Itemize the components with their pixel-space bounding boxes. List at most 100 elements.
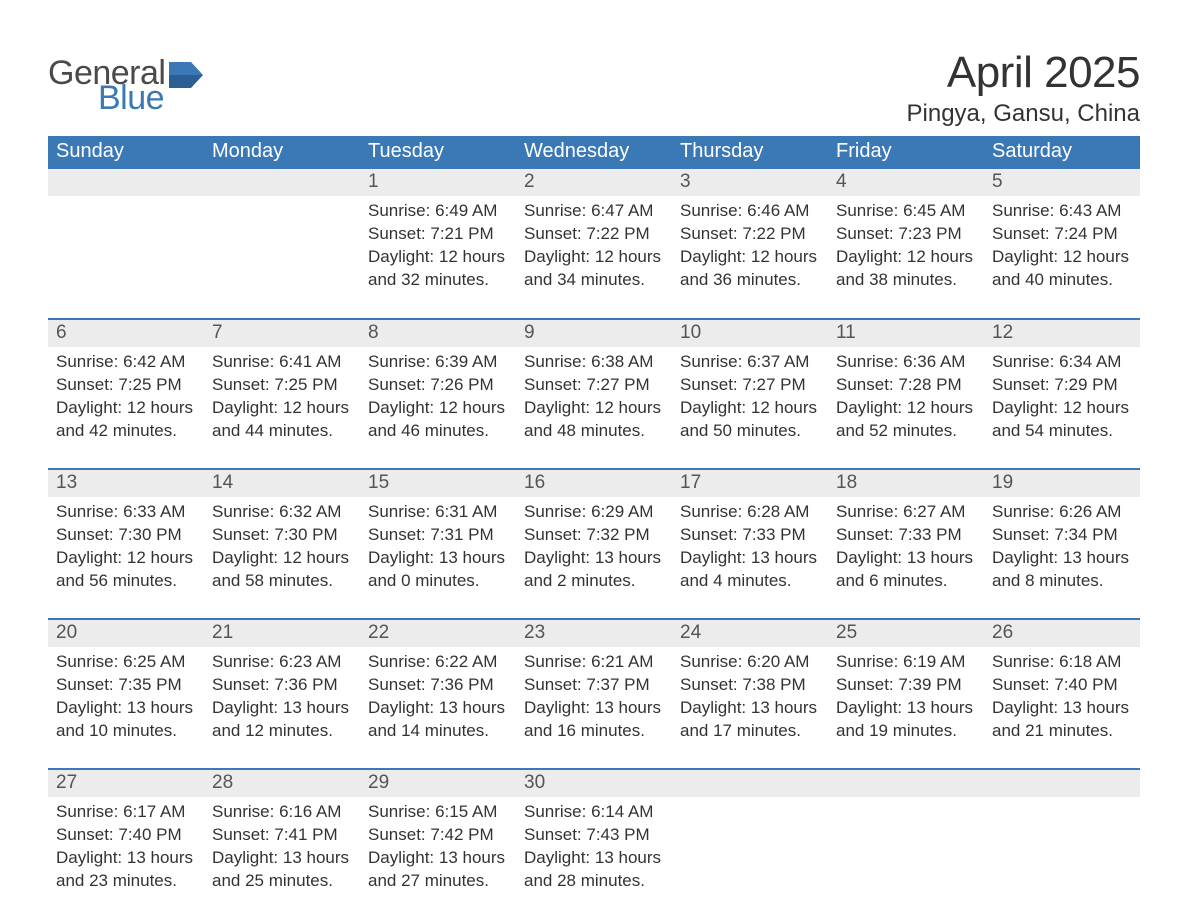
daylight-line-1: Daylight: 13 hours (368, 847, 508, 870)
sunset-line: Sunset: 7:33 PM (680, 524, 820, 547)
sunrise-line: Sunrise: 6:17 AM (56, 801, 196, 824)
daylight-line-2: and 12 minutes. (212, 720, 352, 743)
sunset-line: Sunset: 7:36 PM (368, 674, 508, 697)
daylight-line-1: Daylight: 12 hours (836, 246, 976, 269)
daylight-line-2: and 14 minutes. (368, 720, 508, 743)
calendar-body: 1Sunrise: 6:49 AMSunset: 7:21 PMDaylight… (48, 169, 1140, 919)
sunset-line: Sunset: 7:40 PM (992, 674, 1132, 697)
daylight-line-1: Daylight: 12 hours (368, 397, 508, 420)
calendar-day-cell: 9Sunrise: 6:38 AMSunset: 7:27 PMDaylight… (516, 319, 672, 469)
daylight-line-1: Daylight: 12 hours (992, 397, 1132, 420)
sunrise-line: Sunrise: 6:20 AM (680, 651, 820, 674)
daylight-line-2: and 4 minutes. (680, 570, 820, 593)
daylight-line-1: Daylight: 12 hours (680, 246, 820, 269)
sunset-line: Sunset: 7:38 PM (680, 674, 820, 697)
daylight-line-1: Daylight: 13 hours (368, 697, 508, 720)
sunrise-line: Sunrise: 6:47 AM (524, 200, 664, 223)
sunrise-line: Sunrise: 6:38 AM (524, 351, 664, 374)
sunrise-line: Sunrise: 6:28 AM (680, 501, 820, 524)
daylight-line-1: Daylight: 13 hours (524, 697, 664, 720)
day-number: 23 (516, 620, 672, 647)
calendar-day-cell: 24Sunrise: 6:20 AMSunset: 7:38 PMDayligh… (672, 619, 828, 769)
sunrise-line: Sunrise: 6:22 AM (368, 651, 508, 674)
day-content: Sunrise: 6:17 AMSunset: 7:40 PMDaylight:… (48, 797, 204, 901)
calendar-day-cell (204, 169, 360, 319)
day-content: Sunrise: 6:37 AMSunset: 7:27 PMDaylight:… (672, 347, 828, 451)
calendar-day-cell: 22Sunrise: 6:22 AMSunset: 7:36 PMDayligh… (360, 619, 516, 769)
calendar-week-row: 27Sunrise: 6:17 AMSunset: 7:40 PMDayligh… (48, 769, 1140, 919)
sunrise-line: Sunrise: 6:34 AM (992, 351, 1132, 374)
day-content: Sunrise: 6:26 AMSunset: 7:34 PMDaylight:… (984, 497, 1140, 601)
sunrise-line: Sunrise: 6:32 AM (212, 501, 352, 524)
daylight-line-1: Daylight: 13 hours (56, 697, 196, 720)
day-content: Sunrise: 6:25 AMSunset: 7:35 PMDaylight:… (48, 647, 204, 751)
sunrise-line: Sunrise: 6:18 AM (992, 651, 1132, 674)
day-content: Sunrise: 6:31 AMSunset: 7:31 PMDaylight:… (360, 497, 516, 601)
day-number: 17 (672, 470, 828, 497)
sunset-line: Sunset: 7:43 PM (524, 824, 664, 847)
daylight-line-1: Daylight: 13 hours (368, 547, 508, 570)
sunrise-line: Sunrise: 6:49 AM (368, 200, 508, 223)
day-content: Sunrise: 6:15 AMSunset: 7:42 PMDaylight:… (360, 797, 516, 901)
sunset-line: Sunset: 7:30 PM (212, 524, 352, 547)
day-content: Sunrise: 6:42 AMSunset: 7:25 PMDaylight:… (48, 347, 204, 451)
sunrise-line: Sunrise: 6:33 AM (56, 501, 196, 524)
calendar-day-cell: 25Sunrise: 6:19 AMSunset: 7:39 PMDayligh… (828, 619, 984, 769)
sunset-line: Sunset: 7:31 PM (368, 524, 508, 547)
sunrise-line: Sunrise: 6:21 AM (524, 651, 664, 674)
day-number: 7 (204, 320, 360, 347)
day-number: 21 (204, 620, 360, 647)
sunset-line: Sunset: 7:25 PM (212, 374, 352, 397)
daylight-line-2: and 58 minutes. (212, 570, 352, 593)
calendar-day-cell: 12Sunrise: 6:34 AMSunset: 7:29 PMDayligh… (984, 319, 1140, 469)
day-content: Sunrise: 6:29 AMSunset: 7:32 PMDaylight:… (516, 497, 672, 601)
day-number: 6 (48, 320, 204, 347)
daylight-line-1: Daylight: 12 hours (524, 397, 664, 420)
daylight-line-2: and 19 minutes. (836, 720, 976, 743)
calendar-day-cell: 7Sunrise: 6:41 AMSunset: 7:25 PMDaylight… (204, 319, 360, 469)
daylight-line-2: and 50 minutes. (680, 420, 820, 443)
day-content: Sunrise: 6:43 AMSunset: 7:24 PMDaylight:… (984, 196, 1140, 300)
day-number: 14 (204, 470, 360, 497)
header: General Blue April 2025 Pingya, Gansu, C… (48, 48, 1140, 128)
calendar-day-cell: 11Sunrise: 6:36 AMSunset: 7:28 PMDayligh… (828, 319, 984, 469)
day-content: Sunrise: 6:28 AMSunset: 7:33 PMDaylight:… (672, 497, 828, 601)
sunrise-line: Sunrise: 6:23 AM (212, 651, 352, 674)
day-number: 28 (204, 770, 360, 797)
sunset-line: Sunset: 7:22 PM (680, 223, 820, 246)
sunset-line: Sunset: 7:25 PM (56, 374, 196, 397)
day-content: Sunrise: 6:23 AMSunset: 7:36 PMDaylight:… (204, 647, 360, 751)
daylight-line-1: Daylight: 12 hours (212, 547, 352, 570)
sunrise-line: Sunrise: 6:43 AM (992, 200, 1132, 223)
calendar-day-cell: 6Sunrise: 6:42 AMSunset: 7:25 PMDaylight… (48, 319, 204, 469)
calendar-day-cell: 8Sunrise: 6:39 AMSunset: 7:26 PMDaylight… (360, 319, 516, 469)
calendar-day-cell: 28Sunrise: 6:16 AMSunset: 7:41 PMDayligh… (204, 769, 360, 919)
calendar-day-cell: 26Sunrise: 6:18 AMSunset: 7:40 PMDayligh… (984, 619, 1140, 769)
calendar-day-cell: 17Sunrise: 6:28 AMSunset: 7:33 PMDayligh… (672, 469, 828, 619)
sunset-line: Sunset: 7:34 PM (992, 524, 1132, 547)
day-number (204, 169, 360, 196)
daylight-line-1: Daylight: 12 hours (836, 397, 976, 420)
month-title: April 2025 (907, 48, 1140, 98)
sunrise-line: Sunrise: 6:15 AM (368, 801, 508, 824)
location: Pingya, Gansu, China (907, 100, 1140, 128)
day-number: 1 (360, 169, 516, 196)
weekday-header: Monday (204, 136, 360, 169)
day-number (48, 169, 204, 196)
sunrise-line: Sunrise: 6:45 AM (836, 200, 976, 223)
day-content: Sunrise: 6:45 AMSunset: 7:23 PMDaylight:… (828, 196, 984, 300)
daylight-line-2: and 44 minutes. (212, 420, 352, 443)
sunset-line: Sunset: 7:41 PM (212, 824, 352, 847)
day-content: Sunrise: 6:27 AMSunset: 7:33 PMDaylight:… (828, 497, 984, 601)
daylight-line-1: Daylight: 12 hours (212, 397, 352, 420)
day-number: 25 (828, 620, 984, 647)
daylight-line-1: Daylight: 13 hours (524, 847, 664, 870)
daylight-line-2: and 2 minutes. (524, 570, 664, 593)
daylight-line-1: Daylight: 12 hours (680, 397, 820, 420)
sunset-line: Sunset: 7:22 PM (524, 223, 664, 246)
weekday-header: Tuesday (360, 136, 516, 169)
day-number: 8 (360, 320, 516, 347)
day-number: 4 (828, 169, 984, 196)
day-content: Sunrise: 6:38 AMSunset: 7:27 PMDaylight:… (516, 347, 672, 451)
sunrise-line: Sunrise: 6:19 AM (836, 651, 976, 674)
